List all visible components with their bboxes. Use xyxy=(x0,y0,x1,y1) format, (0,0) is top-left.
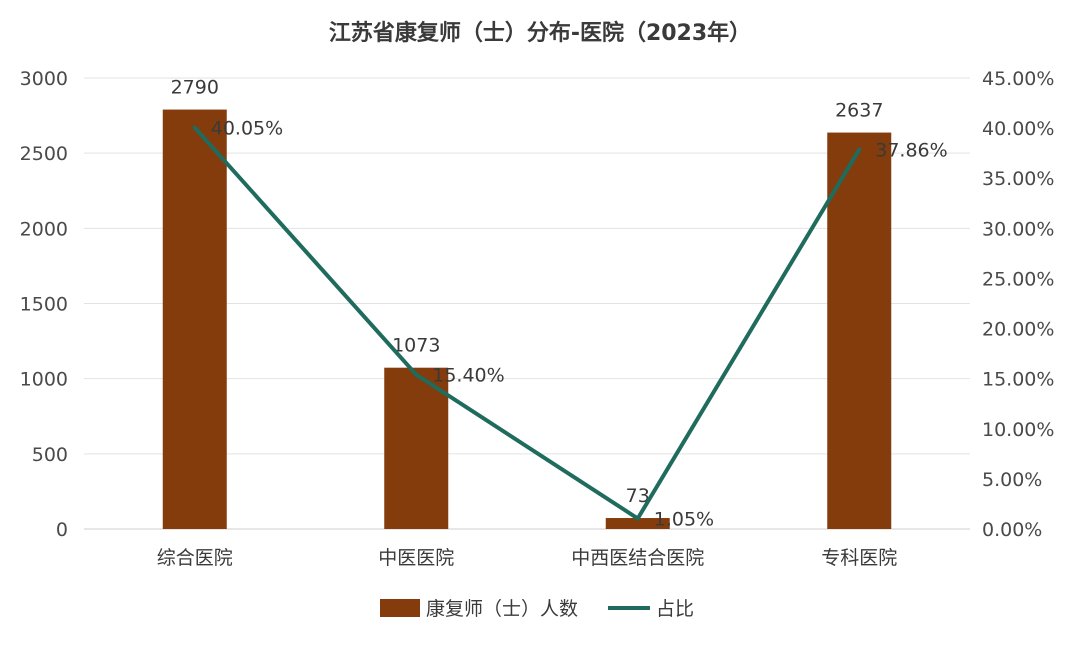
line-point xyxy=(635,516,640,521)
line-value-label: 40.05% xyxy=(211,118,283,140)
line-value-label: 15.40% xyxy=(432,365,504,387)
bar-value-label: 2790 xyxy=(171,77,219,99)
legend-label-line: 占比 xyxy=(656,598,694,620)
line-series: 40.05% 15.40% 1.05% 37.86% xyxy=(192,118,948,530)
y-left-tick-label: 3000 xyxy=(20,68,68,90)
x-axis: 综合医院 中医医院 中西医结合医院 专科医院 xyxy=(157,547,898,569)
legend: 康复师（士）人数 占比 xyxy=(380,598,694,620)
chart-title: 江苏省康复师（士）分布-医院（2023年） xyxy=(329,20,751,46)
line-value-label: 1.05% xyxy=(654,508,714,530)
line-point xyxy=(857,147,862,152)
bar xyxy=(827,132,892,530)
bar-series: 2790 1073 73 2637 xyxy=(162,77,892,530)
x-category-label: 中医医院 xyxy=(378,547,454,569)
y-right-tick-label: 25.00% xyxy=(982,268,1054,290)
y-right-tick-label: 35.00% xyxy=(982,168,1054,190)
x-category-label: 专科医院 xyxy=(821,547,897,569)
y-left-tick-label: 500 xyxy=(32,444,68,466)
y-left-tick-label: 2500 xyxy=(20,143,68,165)
legend-label-bar: 康复师（士）人数 xyxy=(426,598,578,620)
y-right-tick-label: 15.00% xyxy=(982,369,1054,391)
legend-swatch-bar xyxy=(380,599,420,617)
bar-value-label: 73 xyxy=(626,485,650,507)
bar xyxy=(605,518,670,529)
y-left-tick-label: 2000 xyxy=(20,218,68,240)
line-point xyxy=(192,125,197,130)
bar xyxy=(384,367,449,529)
gridlines xyxy=(84,77,970,530)
x-category-label: 中西医结合医院 xyxy=(571,547,704,569)
y-right-tick-label: 30.00% xyxy=(982,218,1054,240)
y-right-tick-label: 20.00% xyxy=(982,319,1054,341)
share-line xyxy=(193,126,861,521)
y-right-tick-label: 45.00% xyxy=(982,68,1054,90)
y-right-tick-label: 5.00% xyxy=(982,469,1042,491)
bar xyxy=(162,109,227,529)
line-point xyxy=(414,372,419,377)
y-axis-right: 0.00% 5.00% 10.00% 15.00% 20.00% 25.00% 30.00%… xyxy=(982,68,1054,541)
bar-value-label: 1073 xyxy=(392,335,440,357)
y-left-tick-label: 0 xyxy=(56,519,68,541)
y-right-tick-label: 10.00% xyxy=(982,419,1054,441)
line-value-label: 37.86% xyxy=(875,140,947,162)
y-right-tick-label: 0.00% xyxy=(982,519,1042,541)
y-left-tick-label: 1000 xyxy=(20,369,68,391)
y-axis-left: 0 500 1000 1500 2000 2500 3000 xyxy=(20,68,68,541)
bar-value-label: 2637 xyxy=(835,100,883,122)
y-left-tick-label: 1500 xyxy=(20,294,68,316)
y-right-tick-label: 40.00% xyxy=(982,118,1054,140)
x-category-label: 综合医院 xyxy=(157,547,233,569)
